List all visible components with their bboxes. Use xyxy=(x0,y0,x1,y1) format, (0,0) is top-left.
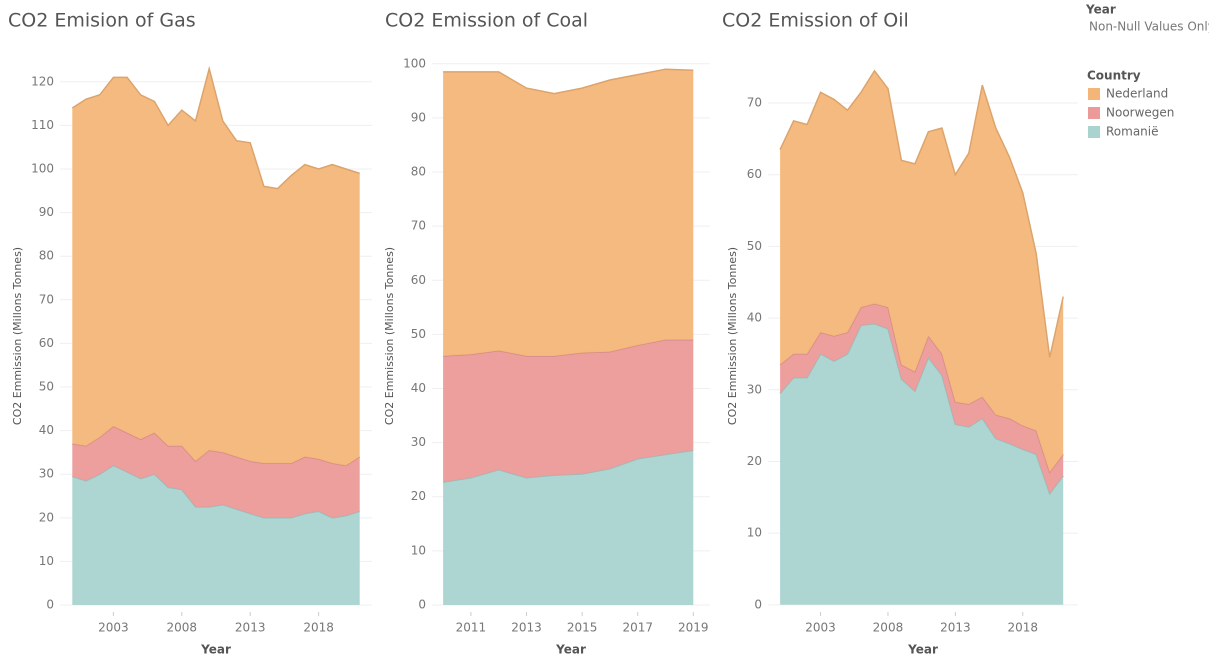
y-tick-label: 40 xyxy=(39,423,54,437)
y-tick-label: 100 xyxy=(31,162,54,176)
y-tick-label: 100 xyxy=(403,56,426,70)
y-tick-label: 70 xyxy=(747,96,762,110)
x-tick-label: 2008 xyxy=(873,621,904,635)
legend-label: Romanië xyxy=(1106,125,1159,139)
chart-title: CO2 Emission of Oil xyxy=(722,10,909,32)
y-tick-label: 30 xyxy=(747,382,762,396)
area-edge xyxy=(443,68,694,95)
x-tick-label: 2017 xyxy=(622,621,653,635)
legend-swatch xyxy=(1088,126,1100,138)
y-tick-label: 70 xyxy=(411,219,426,233)
x-axis-title: Year xyxy=(555,643,586,657)
filter-title: Year xyxy=(1085,3,1116,17)
chart-title: CO2 Emision of Gas xyxy=(8,10,196,32)
x-tick-label: 2019 xyxy=(678,621,709,635)
y-tick-label: 50 xyxy=(39,380,54,394)
legend-swatch xyxy=(1088,88,1100,100)
y-tick-label: 0 xyxy=(46,598,54,612)
legend-title: Country xyxy=(1087,69,1141,83)
area xyxy=(443,69,694,356)
legend-label: Nederland xyxy=(1106,87,1168,101)
y-tick-label: 80 xyxy=(411,165,426,179)
y-tick-label: 20 xyxy=(411,489,426,503)
y-axis-title: CO2 Emmission (Millons Tonnes) xyxy=(726,247,739,425)
x-axis-title: Year xyxy=(200,643,231,657)
y-tick-label: 30 xyxy=(411,435,426,449)
area xyxy=(443,339,694,483)
y-tick-label: 0 xyxy=(754,597,762,611)
x-tick-label: 2018 xyxy=(1007,621,1038,635)
y-tick-label: 60 xyxy=(747,167,762,181)
y-tick-label: 50 xyxy=(411,327,426,341)
filter-value: Non-Null Values Only xyxy=(1089,20,1209,34)
area-edge xyxy=(779,69,1064,358)
y-tick-label: 90 xyxy=(411,110,426,124)
y-tick-label: 110 xyxy=(31,118,54,132)
y-tick-label: 40 xyxy=(411,381,426,395)
y-axis-title: CO2 Emmission (Millons Tonnes) xyxy=(383,247,396,425)
area xyxy=(72,426,360,518)
x-tick-label: 2003 xyxy=(98,621,129,635)
area-edge xyxy=(71,65,360,190)
area xyxy=(780,70,1064,473)
legend-label: Noorwegen xyxy=(1106,106,1174,120)
y-tick-label: 80 xyxy=(39,249,54,263)
y-tick-label: 10 xyxy=(39,554,54,568)
area xyxy=(72,68,360,466)
y-tick-label: 20 xyxy=(39,510,54,524)
area xyxy=(780,323,1064,605)
x-axis-title: Year xyxy=(907,643,938,657)
area xyxy=(443,450,694,605)
x-tick-label: 2003 xyxy=(805,621,836,635)
y-tick-label: 120 xyxy=(31,74,54,88)
x-tick-label: 2018 xyxy=(303,621,334,635)
y-axis-title: CO2 Emmission (Millons Tonnes) xyxy=(11,247,24,425)
x-tick-label: 2015 xyxy=(567,621,598,635)
x-tick-label: 2013 xyxy=(511,621,542,635)
y-tick-label: 50 xyxy=(747,239,762,253)
y-tick-label: 70 xyxy=(39,292,54,306)
y-tick-label: 0 xyxy=(418,597,426,611)
legend-swatch xyxy=(1088,107,1100,119)
chart-title: CO2 Emission of Coal xyxy=(385,10,588,32)
x-tick-label: 2008 xyxy=(167,621,198,635)
x-tick-label: 2013 xyxy=(940,621,971,635)
y-tick-label: 10 xyxy=(747,526,762,540)
y-tick-label: 60 xyxy=(39,336,54,350)
y-tick-label: 40 xyxy=(747,311,762,325)
x-tick-label: 2011 xyxy=(456,621,487,635)
area xyxy=(72,465,360,605)
y-tick-label: 10 xyxy=(411,543,426,557)
y-tick-label: 90 xyxy=(39,205,54,219)
y-tick-label: 20 xyxy=(747,454,762,468)
x-tick-label: 2013 xyxy=(235,621,266,635)
y-tick-label: 60 xyxy=(411,273,426,287)
y-tick-label: 30 xyxy=(39,467,54,481)
